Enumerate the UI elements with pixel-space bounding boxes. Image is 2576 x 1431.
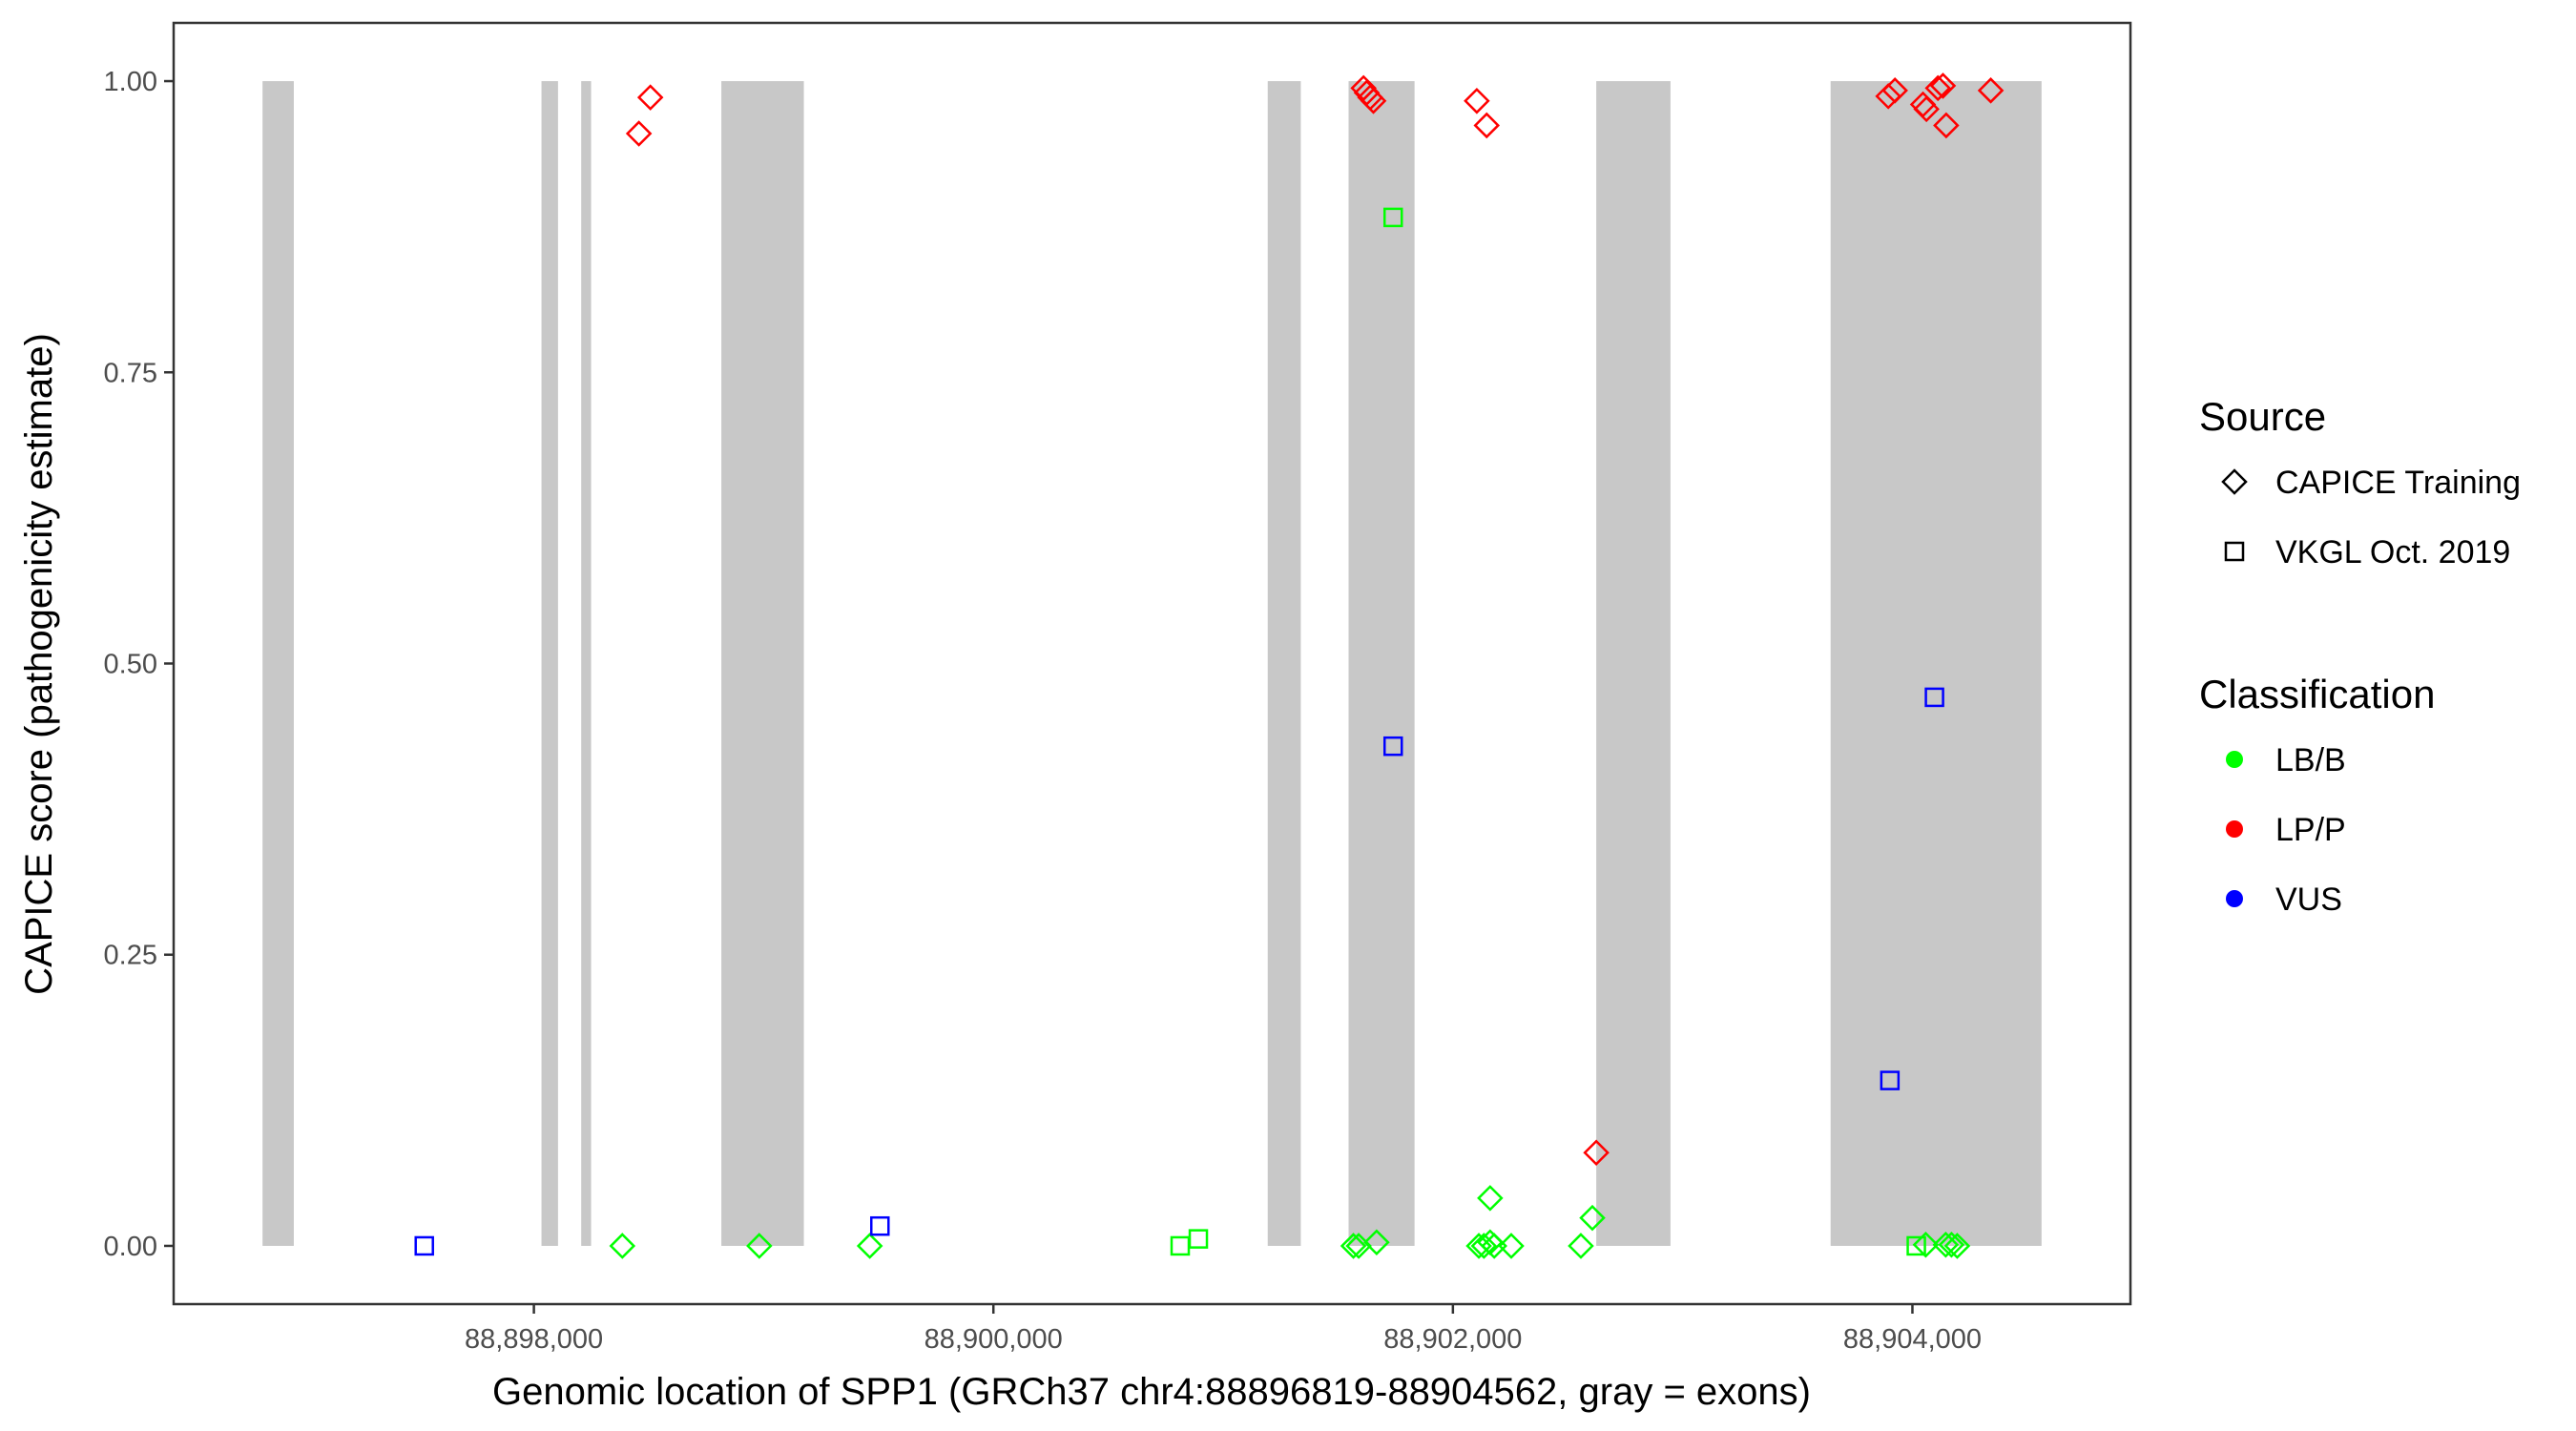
legend-item-vkgl: VKGL Oct. 2019	[2275, 534, 2510, 570]
data-point-diamond	[1875, 83, 1901, 110]
data-point-diamond	[1360, 88, 1387, 114]
data-point-diamond	[1929, 73, 1957, 99]
x-axis-title: Genomic location of SPP1 (GRCh37 chr4:88…	[492, 1371, 1811, 1413]
y-tick-label: 0.50	[104, 650, 157, 680]
data-point-diamond	[1470, 1233, 1498, 1259]
y-tick-label: 0.00	[104, 1232, 157, 1262]
exon-band	[1596, 81, 1671, 1246]
lbb-dot-icon	[2226, 751, 2243, 768]
data-point-diamond	[609, 1233, 636, 1259]
data-point-diamond	[1932, 1231, 1960, 1258]
data-point-square	[1382, 207, 1403, 228]
exon-band	[581, 81, 592, 1246]
data-point-square	[1906, 1235, 1926, 1256]
lpp-dot-icon	[2226, 820, 2243, 838]
data-point-diamond	[625, 120, 653, 147]
legend-classification-title: Classification	[2199, 672, 2435, 716]
exon-band	[1830, 81, 2042, 1246]
x-axis-ticks: 88,898,000 88,900,000 88,902,000 88,904,000	[465, 1304, 1982, 1355]
data-point-diamond	[1583, 1139, 1610, 1167]
data-point-diamond	[1363, 1229, 1390, 1256]
data-point-square	[1382, 736, 1403, 757]
legend-classification: Classification LB/B LP/P VUS	[2199, 672, 2435, 918]
exon-band	[262, 81, 294, 1246]
data-point-diamond	[1477, 1185, 1504, 1212]
data-point-square	[1188, 1229, 1209, 1249]
data-point-diamond	[1912, 1231, 1940, 1258]
data-point-diamond	[1977, 77, 2005, 104]
data-point-diamond	[1481, 1233, 1507, 1259]
data-point-diamond	[1913, 95, 1940, 123]
exon-band	[541, 81, 558, 1246]
data-point-square	[1924, 687, 1944, 708]
data-point-diamond	[1568, 1233, 1594, 1259]
exon-band	[1348, 81, 1415, 1246]
x-tick-label: 88,898,000	[465, 1324, 603, 1355]
legend-item-lbb: LB/B	[2275, 742, 2346, 778]
y-tick-label: 1.00	[104, 67, 157, 97]
data-point-diamond	[856, 1233, 883, 1259]
data-point-diamond	[1943, 1233, 1971, 1259]
vus-dot-icon	[2226, 890, 2243, 907]
exon-band	[1267, 81, 1301, 1246]
x-tick-label: 88,902,000	[1383, 1324, 1522, 1355]
data-point-diamond	[746, 1233, 773, 1259]
y-tick-label: 0.25	[104, 941, 157, 971]
square-icon	[2224, 541, 2245, 562]
legend-source: Source CAPICE Training VKGL Oct. 2019	[2199, 394, 2521, 570]
legend-source-title: Source	[2199, 394, 2326, 439]
data-point-diamond	[1340, 1233, 1367, 1259]
data-point-diamond	[636, 84, 664, 111]
legend-item-capice: CAPICE Training	[2275, 465, 2521, 501]
y-axis-ticks: 0.00 0.25 0.50 0.75 1.00	[104, 67, 174, 1262]
exon-band	[721, 81, 804, 1246]
data-point-diamond	[1881, 77, 1908, 104]
x-tick-label: 88,900,000	[924, 1324, 1063, 1355]
data-point-diamond	[1464, 88, 1490, 114]
y-tick-label: 0.75	[104, 358, 157, 388]
y-axis-title: CAPICE score (pathogenicity estimate)	[18, 333, 60, 995]
data-points	[414, 73, 2005, 1259]
exon-bands	[262, 81, 2042, 1246]
data-point-diamond	[1933, 112, 1960, 139]
data-point-square	[870, 1215, 890, 1236]
diamond-icon	[2221, 468, 2248, 495]
data-point-diamond	[1938, 1231, 1965, 1258]
data-point-diamond	[1473, 112, 1501, 139]
data-point-square	[1880, 1070, 1901, 1090]
data-point-diamond	[1924, 74, 1951, 102]
data-point-square	[414, 1235, 434, 1256]
data-point-diamond	[1498, 1233, 1525, 1259]
legend-item-lpp: LP/P	[2275, 812, 2346, 848]
data-point-diamond	[1579, 1204, 1606, 1232]
x-tick-label: 88,904,000	[1843, 1324, 1982, 1355]
legend-item-vus: VUS	[2275, 881, 2342, 918]
